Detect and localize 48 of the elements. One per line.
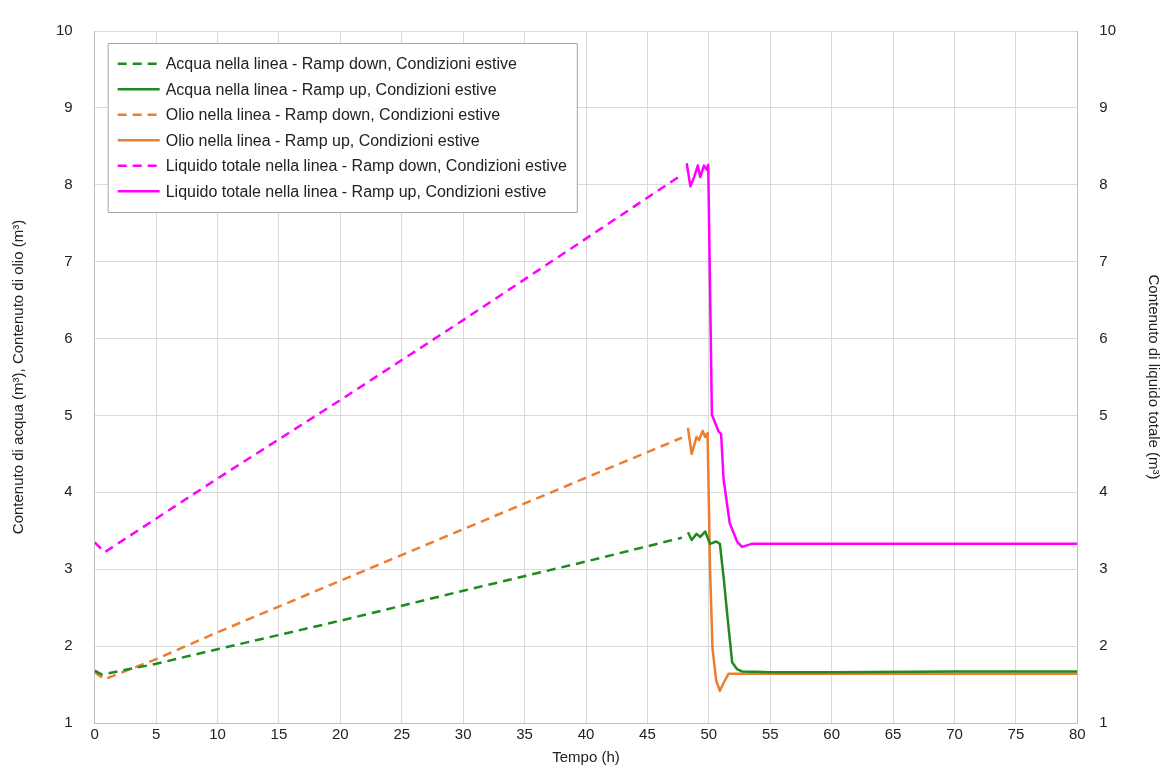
y-tick-label: 3	[64, 559, 73, 577]
legend-label: Acqua nella linea - Ramp up, Condizioni estive	[165, 80, 497, 98]
legend-label: Acqua nella linea - Ramp down, Condizioni estive	[165, 55, 518, 73]
x-tick-label: 5	[151, 725, 161, 743]
y2-axis-title: Contenuto di liquido totale (m³)	[1145, 274, 1163, 480]
y-tick-label: 1	[64, 713, 73, 731]
x-tick-label: 50	[700, 725, 718, 743]
y-tick-label: 2	[64, 636, 73, 654]
y2-tick-label: 6	[1099, 328, 1108, 346]
x-tick-label: 25	[393, 725, 411, 743]
y2-tick-label: 5	[1099, 405, 1108, 423]
x-tick-label: 60	[823, 725, 840, 743]
line-series	[94, 436, 684, 681]
x-tick-label: 0	[90, 725, 99, 743]
x-tick-label: 10	[209, 725, 226, 743]
y2-tick-label: 4	[1099, 482, 1108, 500]
y2-tick-label: 10	[1099, 21, 1116, 39]
y-tick-label: 6	[64, 328, 73, 346]
x-axis-title: Tempo (h)	[552, 748, 620, 766]
y-tick-label: 7	[64, 251, 73, 269]
x-tick-label: 75	[1007, 725, 1025, 743]
legend-label: Liquido totale nella linea - Ramp down, Condizioni estive	[165, 157, 567, 175]
legend-label: Olio nella linea - Ramp up, Condizioni estive	[165, 131, 480, 149]
y-tick-label: 8	[64, 174, 73, 192]
legend-label: Olio nella linea - Ramp down, Condizioni estive	[165, 106, 501, 124]
y-tick-label: 9	[64, 98, 73, 116]
x-tick-label: 35	[516, 725, 533, 743]
y2-tick-label: 9	[1099, 98, 1108, 116]
x-tick-label: 45	[639, 725, 656, 743]
x-tick-label: 30	[454, 725, 472, 743]
x-tick-label: 15	[270, 725, 288, 743]
y2-tick-label: 1	[1099, 713, 1108, 731]
y-tick-label: 4	[64, 482, 73, 500]
x-tick-label: 55	[761, 725, 779, 743]
line-series	[94, 536, 684, 676]
x-tick-label: 65	[884, 725, 902, 743]
x-tick-label: 20	[332, 725, 349, 743]
x-tick-label: 80	[1068, 725, 1086, 743]
legend-label: Liquido totale nella linea - Ramp up, Condizioni estive	[165, 182, 547, 200]
y2-tick-label: 7	[1099, 251, 1108, 269]
x-tick-label: 70	[946, 725, 963, 743]
y-tick-label: 5	[64, 405, 73, 423]
y2-tick-label: 8	[1099, 174, 1108, 192]
y2-tick-label: 3	[1099, 559, 1108, 577]
x-tick-label: 40	[577, 725, 595, 743]
y-tick-label: 10	[56, 21, 73, 39]
y2-tick-label: 2	[1099, 636, 1108, 654]
y-axis-title: Contenuto di acqua (m³), Contenuto di olio (m³)	[9, 219, 27, 535]
